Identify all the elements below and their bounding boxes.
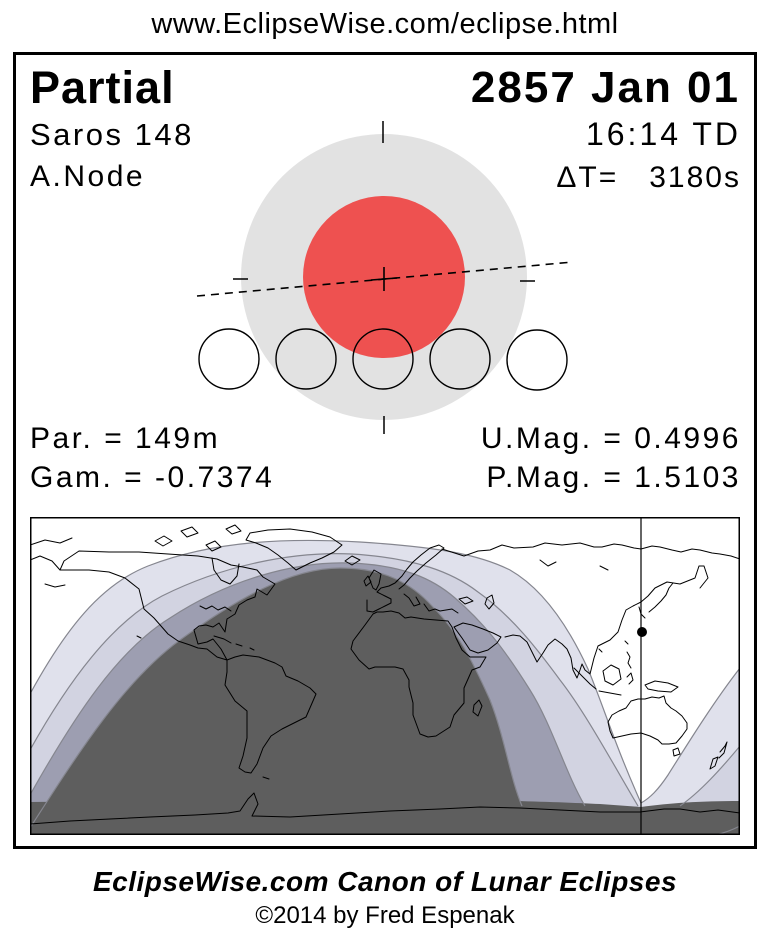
coast-misc-islands xyxy=(30,537,609,780)
coast-caribbean xyxy=(213,635,255,651)
coast-south-asia xyxy=(504,565,709,679)
coast-scandinavia xyxy=(395,544,445,590)
boundary-p2-west xyxy=(30,553,639,807)
coast-british-isles xyxy=(363,569,382,591)
subsolar-point-dot xyxy=(637,627,647,637)
coast-greenland xyxy=(245,528,343,571)
coast-taiwan-philippines xyxy=(598,640,632,669)
boundary-u-west xyxy=(30,562,586,807)
saros-label: Saros 148 xyxy=(30,117,194,152)
partial-duration-label: Par. = 149m xyxy=(30,422,221,455)
coast-siberia-north xyxy=(441,542,740,560)
coast-black-caspian-seas xyxy=(458,594,495,610)
coast-south-america xyxy=(224,654,317,774)
coast-new-zealand xyxy=(709,741,728,770)
coast-iberia-france xyxy=(366,579,399,613)
coast-indonesia-new-guinea xyxy=(573,664,679,696)
zone-total xyxy=(30,568,522,835)
boundary-p2-east xyxy=(679,745,740,807)
umbral-magnitude-label: U.Mag. = 0.4996 xyxy=(480,422,741,455)
coast-antarctica xyxy=(30,792,740,825)
coast-hudson-bay xyxy=(211,557,240,585)
node-label: A.Node xyxy=(30,160,146,193)
map-border xyxy=(30,517,740,835)
penumbral-magnitude-label: P.Mag. = 1.5103 xyxy=(486,461,741,494)
coast-iceland xyxy=(344,555,361,566)
delta-t-label: ΔT= 3180s xyxy=(556,161,741,194)
coast-africa xyxy=(350,610,487,738)
coast-north-america xyxy=(59,550,276,661)
eclipse-card-frame xyxy=(13,52,757,849)
copyright-line: ©2014 by Fred Espenak xyxy=(255,902,515,929)
gamma-label: Gam. = -0.7374 xyxy=(30,461,275,494)
zone-antarctic-strip xyxy=(30,800,740,835)
eclipse-date-label: 2857 Jan 01 xyxy=(470,63,740,112)
eclipse-time-label: 16:14 TD xyxy=(585,116,741,152)
visibility-zones xyxy=(30,540,740,835)
boundary-t-west xyxy=(30,567,523,829)
boundary-p1-east xyxy=(640,667,740,804)
eclipse-visibility-world-map xyxy=(30,517,740,835)
coast-great-lakes xyxy=(199,605,232,612)
site-url-caption: www.EclipseWise.com/eclipse.html xyxy=(151,8,619,40)
canon-title: EclipseWise.com Canon of Lunar Eclipses xyxy=(92,866,678,897)
coast-madagascar xyxy=(472,699,483,717)
coast-arabia xyxy=(453,622,502,654)
coast-mediterranean xyxy=(403,593,459,614)
eclipse-type-label: Partial xyxy=(30,62,175,113)
coast-arctic-islands xyxy=(154,524,242,552)
